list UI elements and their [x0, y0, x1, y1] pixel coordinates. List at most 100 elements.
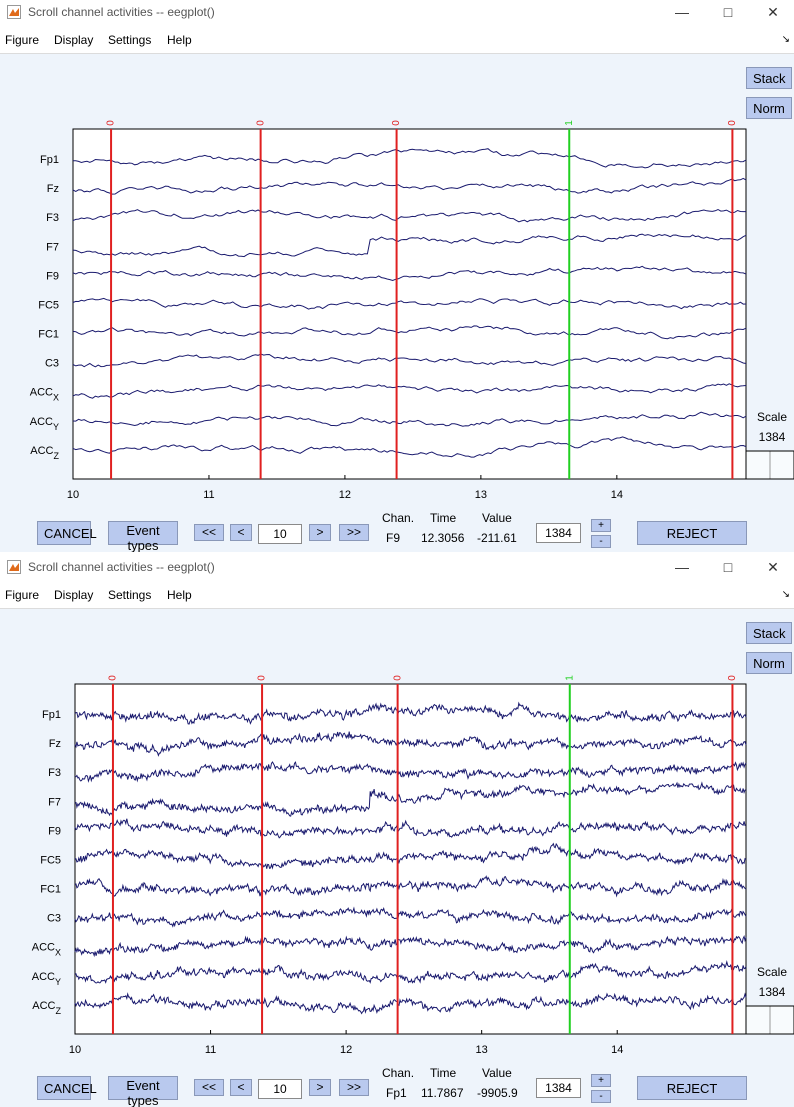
dock-arrow-icon[interactable]: ↘ — [781, 589, 790, 600]
maximize-icon[interactable]: □ — [723, 559, 733, 575]
stack-button[interactable]: Stack — [746, 622, 792, 644]
cancel-button[interactable]: CANCEL — [37, 521, 97, 545]
menu-settings[interactable]: Settings — [108, 588, 152, 602]
maximize-icon[interactable]: □ — [723, 4, 733, 20]
channel-label: F3 — [48, 767, 61, 779]
value-value: -9905.9 — [477, 1086, 518, 1100]
channel-trace — [72, 208, 746, 223]
scroll-right-button[interactable]: > — [309, 1079, 331, 1096]
x-tick-label: 14 — [611, 1044, 623, 1056]
event-types-button[interactable]: Event types — [108, 1076, 178, 1107]
menu-display[interactable]: Display — [54, 33, 94, 47]
x-tick-label: 12 — [339, 489, 351, 501]
menu-help[interactable]: Help — [167, 33, 192, 47]
channel-trace — [72, 353, 747, 368]
event-marker-label: 1 — [564, 675, 575, 681]
channel-label: F9 — [48, 825, 61, 837]
stack-button[interactable]: Stack — [746, 67, 792, 89]
scroll-far-right-button[interactable]: >> — [339, 1079, 369, 1096]
norm-button[interactable]: Norm — [746, 652, 792, 674]
channel-label: FC1 — [40, 884, 61, 896]
cancel-button[interactable]: CANCEL — [37, 1076, 97, 1100]
x-tick-label: 11 — [205, 1044, 216, 1056]
scale-label: Scale — [757, 965, 787, 979]
matlab-icon — [7, 560, 21, 574]
menu-bar: Figure Display Settings Help ↘ — [0, 26, 794, 54]
close-icon[interactable]: ✕ — [767, 4, 779, 20]
scroll-far-right-button[interactable]: >> — [339, 524, 369, 541]
start-time-input[interactable] — [258, 1079, 302, 1099]
channel-trace — [75, 959, 747, 984]
scale-box — [745, 1005, 794, 1035]
scale-input[interactable] — [536, 1078, 581, 1098]
channel-subscript: X — [55, 948, 61, 958]
title-bar: Scroll channel activities -- eegplot() —… — [0, 0, 794, 26]
event-marker-label: 0 — [108, 675, 119, 681]
scale-minus-button[interactable]: - — [591, 1090, 611, 1103]
scroll-far-left-button[interactable]: << — [194, 524, 224, 541]
menu-display[interactable]: Display — [54, 588, 94, 602]
value-value: -211.61 — [477, 531, 517, 545]
dock-arrow-icon[interactable]: ↘ — [781, 34, 790, 45]
x-tick-label: 12 — [340, 1044, 352, 1056]
window-title: Scroll channel activities -- eegplot() — [28, 5, 215, 19]
matlab-icon — [7, 5, 21, 19]
channel-trace — [74, 875, 747, 898]
scale-label: Scale — [757, 410, 787, 424]
channel-trace — [72, 411, 747, 427]
channel-label: F9 — [46, 270, 59, 282]
channel-trace — [74, 935, 747, 958]
scroll-left-button[interactable]: < — [230, 524, 252, 541]
channel-subscript: X — [53, 393, 59, 403]
event-marker-label: 0 — [391, 120, 402, 126]
scroll-right-button[interactable]: > — [309, 524, 331, 541]
window-title: Scroll channel activities -- eegplot() — [28, 560, 215, 574]
event-marker-label: 0 — [257, 675, 268, 681]
minimize-icon[interactable]: — — [675, 559, 689, 575]
chan-value: Fp1 — [386, 1086, 407, 1100]
eegplot-window: Scroll channel activities -- eegplot() —… — [0, 555, 794, 1107]
channel-trace — [72, 436, 747, 458]
channel-trace — [74, 781, 747, 817]
scroll-left-button[interactable]: < — [230, 1079, 252, 1096]
menu-figure[interactable]: Figure — [5, 33, 40, 47]
channel-subscript: Z — [54, 451, 60, 461]
channel-trace — [72, 148, 747, 169]
x-tick-label: 13 — [476, 1044, 488, 1056]
eegplot-window: Scroll channel activities -- eegplot() —… — [0, 0, 794, 552]
scale-input[interactable] — [536, 523, 581, 543]
time-value: 12.3056 — [421, 531, 465, 545]
channel-label: Fp1 — [40, 154, 59, 166]
event-marker-label: 0 — [255, 120, 266, 126]
channel-trace — [72, 383, 747, 399]
menu-bar: Figure Display Settings Help ↘ — [0, 581, 794, 609]
scroll-far-left-button[interactable]: << — [194, 1079, 224, 1096]
channel-label: ACCX — [32, 942, 61, 958]
scale-plus-button[interactable]: + — [591, 1074, 611, 1087]
channel-label: C3 — [47, 913, 61, 925]
value-header: Value — [482, 1066, 512, 1080]
menu-help[interactable]: Help — [167, 588, 192, 602]
x-tick-label: 10 — [69, 1044, 81, 1056]
close-icon[interactable]: ✕ — [767, 559, 779, 575]
scale-minus-button[interactable]: - — [591, 535, 611, 548]
reject-button[interactable]: REJECT — [637, 521, 747, 545]
minimize-icon[interactable]: — — [675, 4, 689, 20]
event-types-button[interactable]: Event types — [108, 521, 178, 552]
channel-label: Fz — [47, 183, 59, 195]
menu-settings[interactable]: Settings — [108, 33, 152, 47]
event-marker-label: 0 — [727, 675, 738, 681]
reject-button[interactable]: REJECT — [637, 1076, 747, 1100]
menu-figure[interactable]: Figure — [5, 588, 40, 602]
start-time-input[interactable] — [258, 524, 302, 544]
channel-trace — [72, 325, 747, 340]
chan-header: Chan. — [382, 1066, 415, 1080]
channel-label: ACCY — [30, 416, 59, 432]
norm-button[interactable]: Norm — [746, 97, 792, 119]
event-marker-label: 1 — [564, 120, 575, 126]
channel-label: Fp1 — [42, 709, 61, 721]
channel-label: C3 — [45, 358, 59, 370]
scale-plus-button[interactable]: + — [591, 519, 611, 532]
